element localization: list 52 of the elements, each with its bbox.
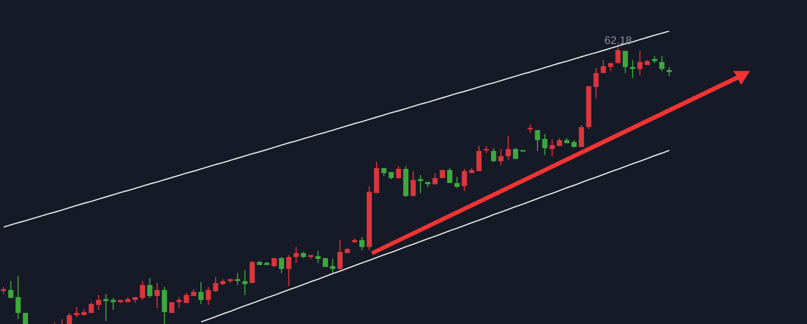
candlestick [140,280,146,300]
candlestick [184,292,189,304]
candlestick [278,256,284,274]
candlestick [234,272,240,286]
candlestick [286,254,292,287]
candlestick [110,297,116,310]
candlestick [622,50,628,74]
candlestick [476,145,482,172]
candlestick [16,276,21,320]
candlestick [512,148,518,160]
candlestick [542,134,548,156]
candlestick [593,68,599,99]
candlestick [491,148,496,162]
candlestick [462,168,467,192]
candlestick [213,276,218,292]
candlestick [74,306,80,318]
candlestick [666,66,672,77]
candlestick [198,281,204,305]
candlestick [162,286,168,324]
candlestick [147,278,152,298]
candlestick [659,55,664,72]
candlestick [454,176,460,189]
candlestick [410,170,416,197]
candlestick [359,236,365,251]
candlestick [206,286,211,306]
candlestick [330,258,336,274]
candlestick [600,60,606,74]
candlestick [154,282,160,308]
candlestick [315,250,321,264]
candlestick [337,240,343,270]
candlestick [294,246,299,264]
candlestick [242,269,248,296]
candlestick [250,260,255,284]
candlestick [88,302,94,314]
candlestick [578,124,584,148]
candlestick [534,130,540,152]
candlestick [103,294,109,322]
annotation: 62.18 [604,35,632,48]
candlestick [66,312,72,324]
candlestick [498,148,504,166]
candlestick [506,135,511,161]
candlestick [432,172,438,186]
candlestick [418,174,424,194]
candlestick [630,60,636,79]
candlestick [447,168,452,184]
candlestick [615,46,621,64]
candlestick [637,50,643,76]
candlestick [169,302,174,314]
candlestick [8,280,14,298]
candlestick [396,166,402,180]
candlestick [96,294,102,310]
candlestick [550,138,555,157]
